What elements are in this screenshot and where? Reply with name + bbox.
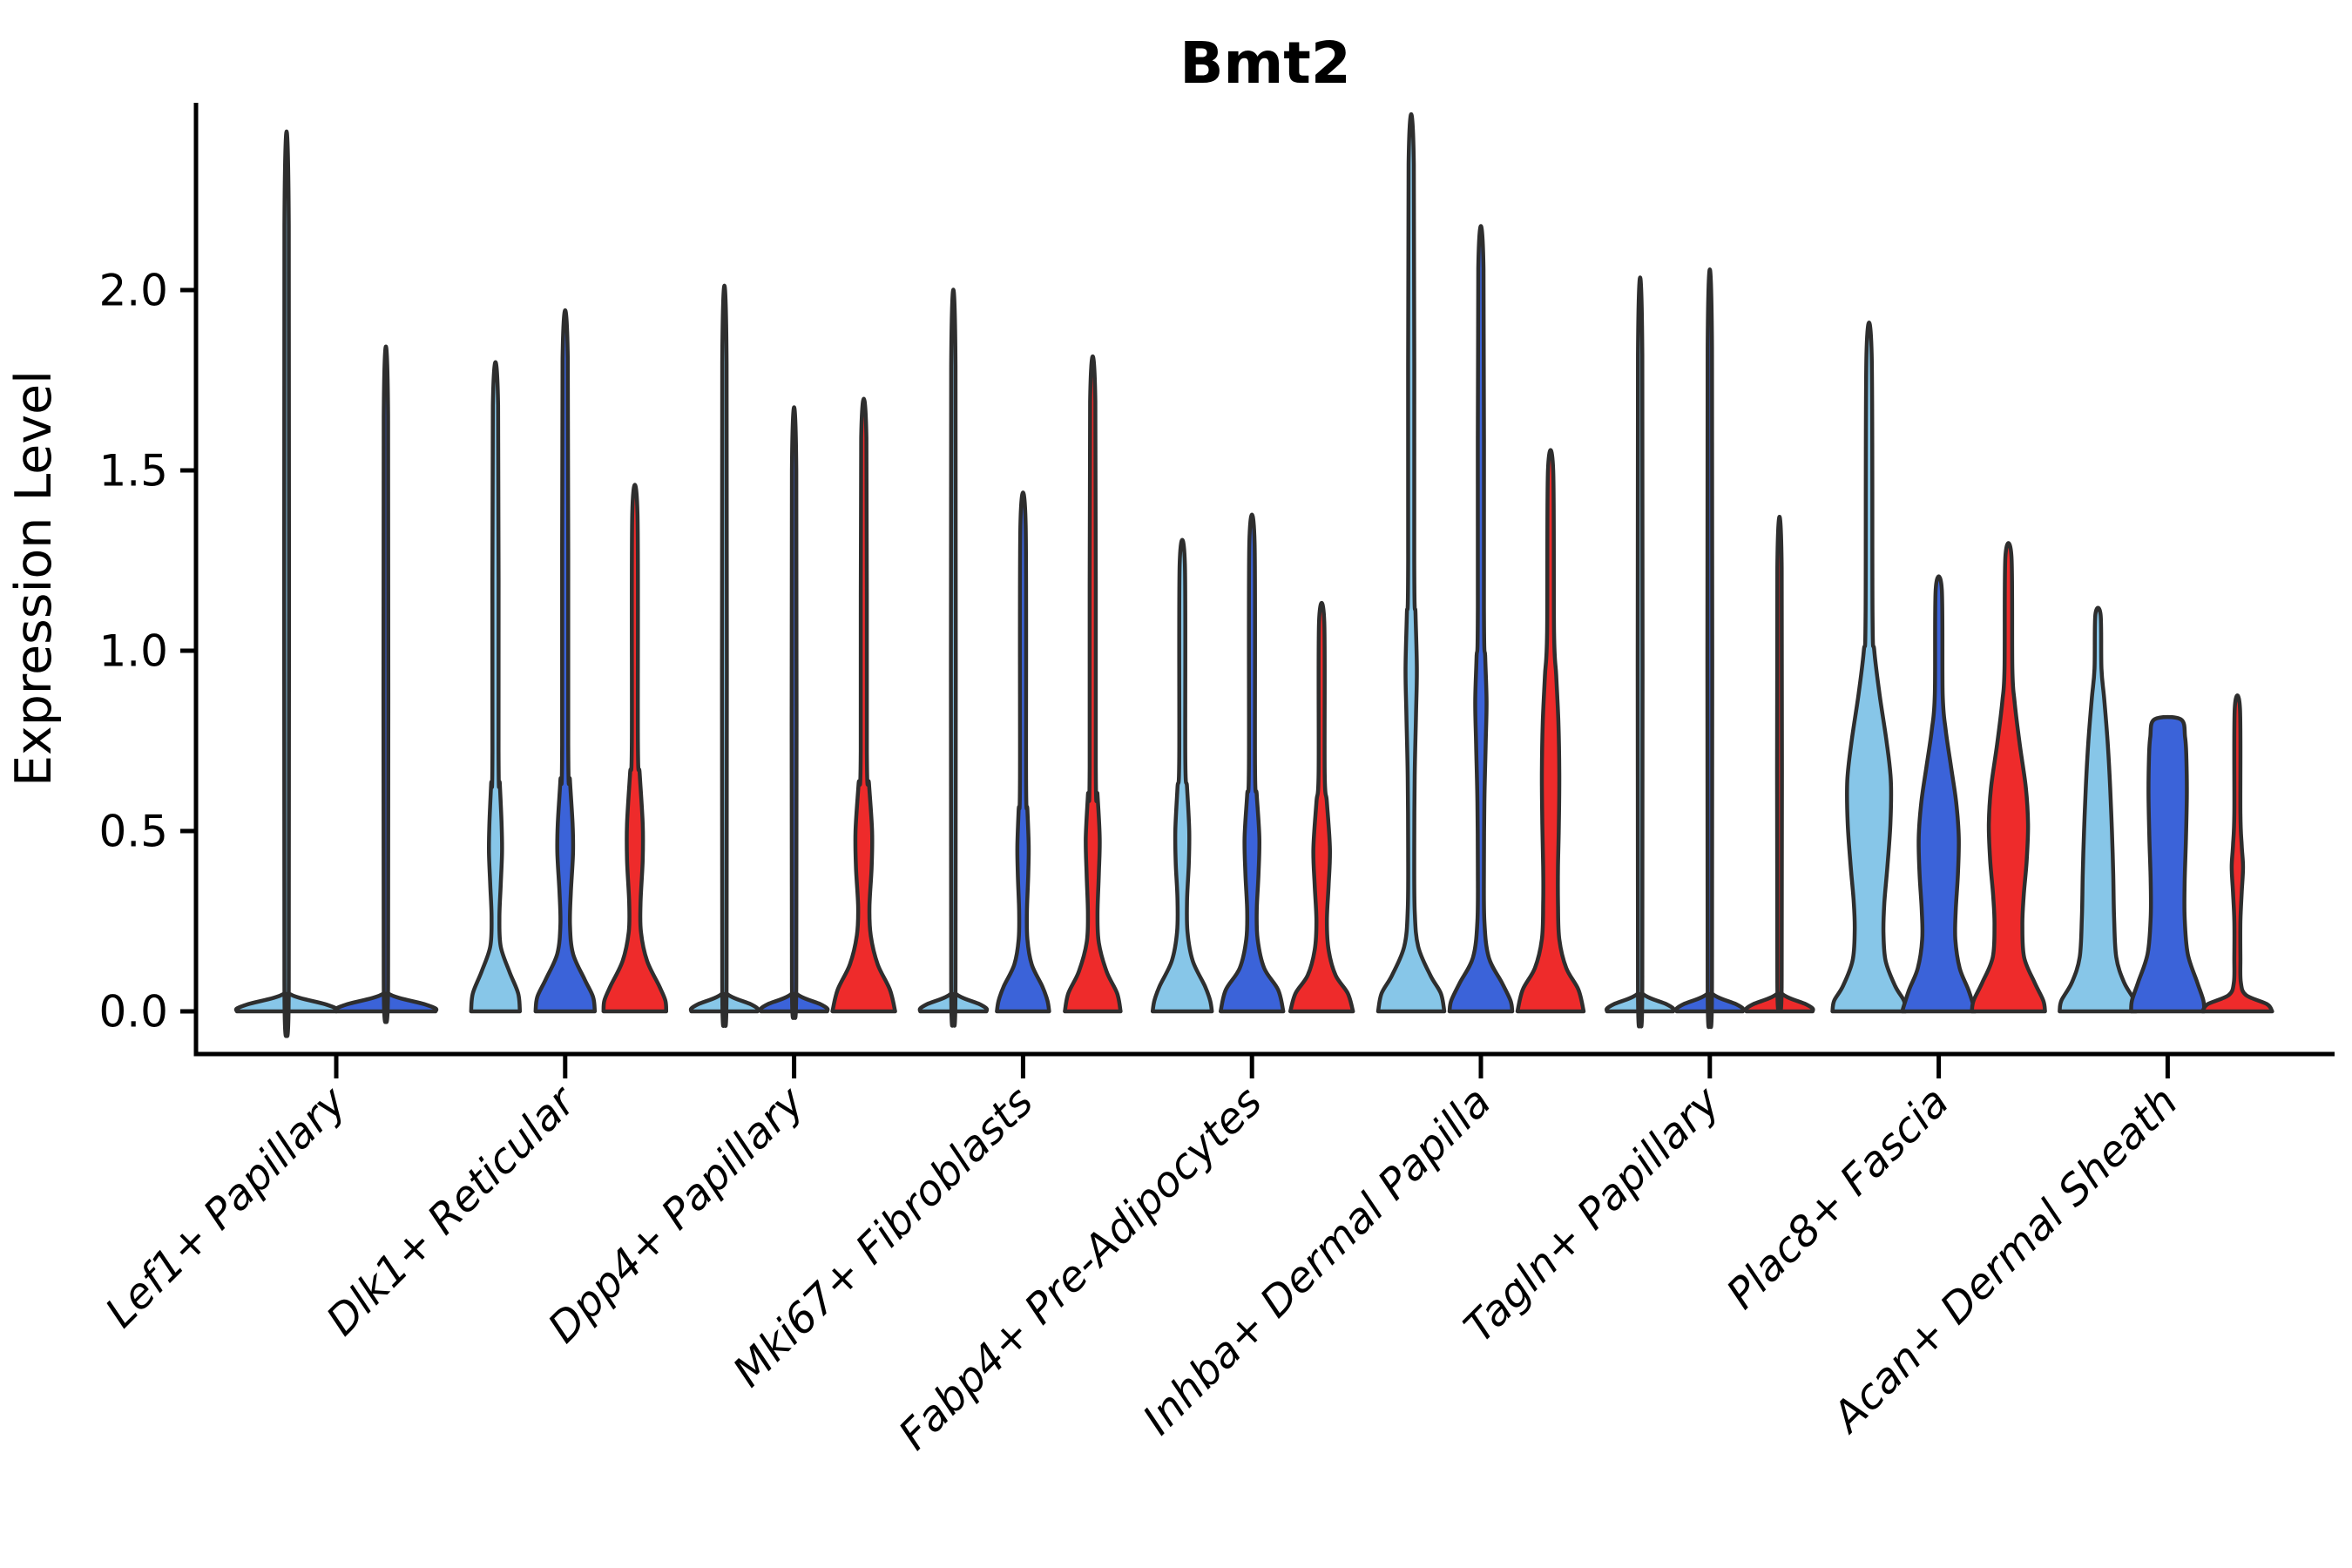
y-tick-label: 0.5	[98, 807, 168, 857]
violin-plac8-fascia-sample1	[1830, 321, 1908, 1014]
violin-plac8-fascia-sample3	[1970, 541, 2047, 1014]
violin-acan-dermal-sheath-sample1	[2058, 605, 2139, 1014]
violin-mki67-fibroblasts-sample3	[1063, 354, 1123, 1014]
violin-plac8-fascia-sample2	[1900, 574, 1977, 1014]
violin-acan-dermal-sheath-sample2	[2129, 714, 2207, 1014]
violin-inhba-dermal-papilla-sample2	[1447, 224, 1515, 1014]
violin-acan-dermal-sheath-sample3	[2200, 693, 2274, 1014]
violin-mki67-fibroblasts-sample1	[917, 287, 990, 1028]
violin-tagln-papillary-sample3	[1743, 515, 1815, 1014]
violin-fabp4-pre-adipocytes-sample1	[1150, 537, 1214, 1014]
violin-dlk1-reticular-sample3	[601, 483, 669, 1014]
violin-dpp4-papillary-sample1	[688, 283, 760, 1028]
violin-fabp4-pre-adipocytes-sample2	[1218, 512, 1286, 1014]
violin-mki67-fibroblasts-sample2	[995, 490, 1051, 1014]
violin-dlk1-reticular-sample2	[533, 308, 598, 1014]
y-axis-label: Expression Level	[5, 370, 63, 787]
y-tick-label: 2.0	[98, 266, 168, 316]
violin-fabp4-pre-adipocytes-sample3	[1288, 600, 1355, 1014]
violin-inhba-dermal-papilla-sample3	[1515, 448, 1586, 1014]
violin-lef1-papillary-sample2	[333, 344, 439, 1024]
violin-dpp4-papillary-sample3	[830, 396, 897, 1014]
violin-dlk1-reticular-sample1	[469, 360, 523, 1014]
violin-lef1-papillary-sample1	[233, 129, 340, 1038]
y-tick-label: 0.0	[98, 987, 168, 1037]
violin-tagln-papillary-sample2	[1673, 267, 1746, 1030]
violin-inhba-dermal-papilla-sample1	[1375, 112, 1447, 1014]
y-tick-label: 1.5	[98, 446, 168, 497]
plot-title: Bmt2	[1179, 30, 1351, 97]
violin-tagln-papillary-sample1	[1604, 275, 1676, 1029]
y-tick-label: 1.0	[98, 626, 168, 677]
violin-dpp4-papillary-sample2	[758, 405, 830, 1020]
